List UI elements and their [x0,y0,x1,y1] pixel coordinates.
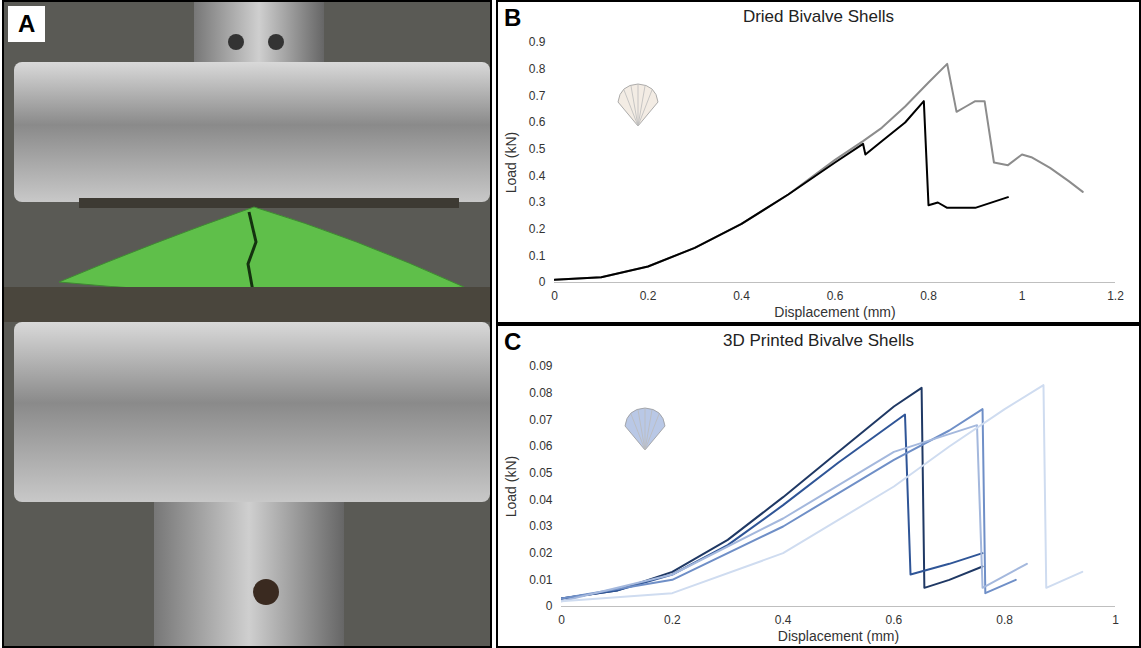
svg-text:1: 1 [1112,613,1119,627]
svg-text:Load (kN): Load (kN) [503,132,519,193]
svg-text:Displacement (mm): Displacement (mm) [774,304,895,320]
svg-text:0.09: 0.09 [529,359,553,373]
html-text:3D Printed Bivalve Shells: 3D Printed Bivalve Shells [723,331,914,350]
svg-text:0.8: 0.8 [920,289,937,303]
svg-text:0.03: 0.03 [529,519,553,533]
svg-text:0.8: 0.8 [529,62,546,76]
svg-text:0: 0 [546,599,553,613]
svg-text:0.02: 0.02 [529,546,553,560]
svg-text:0.6: 0.6 [529,115,546,129]
svg-text:0.08: 0.08 [529,386,553,400]
svg-text:0.2: 0.2 [664,613,681,627]
svg-text:0.05: 0.05 [529,466,553,480]
svg-text:0.04: 0.04 [529,493,553,507]
svg-text:0.9: 0.9 [529,35,546,49]
svg-text:0.07: 0.07 [529,413,553,427]
svg-text:0.5: 0.5 [529,142,546,156]
svg-text:0.2: 0.2 [529,222,546,236]
svg-text:0.7: 0.7 [529,89,546,103]
svg-text:Displacement (mm): Displacement (mm) [778,628,899,644]
svg-text:0.8: 0.8 [996,613,1013,627]
svg-text:0.3: 0.3 [529,195,546,209]
svg-text:0.6: 0.6 [827,289,844,303]
svg-text:0.4: 0.4 [529,169,546,183]
svg-text:0.6: 0.6 [886,613,903,627]
svg-text:0.06: 0.06 [529,439,553,453]
svg-text:0.01: 0.01 [529,573,553,587]
html-text:A: A [18,10,36,37]
svg-text:0.4: 0.4 [733,289,750,303]
html-text:Dried Bivalve Shells: Dried Bivalve Shells [742,7,895,26]
html-text:C: C [504,328,522,355]
html-text:B: B [504,4,522,31]
svg-text:0: 0 [558,613,565,627]
svg-text:Load (kN): Load (kN) [503,456,519,517]
svg-text:1: 1 [1019,289,1026,303]
svg-text:0: 0 [551,289,558,303]
svg-text:0.2: 0.2 [640,289,657,303]
svg-text:1.2: 1.2 [1107,289,1124,303]
svg-text:0: 0 [539,275,546,289]
svg-text:0.1: 0.1 [529,249,546,263]
svg-text:0.4: 0.4 [775,613,792,627]
